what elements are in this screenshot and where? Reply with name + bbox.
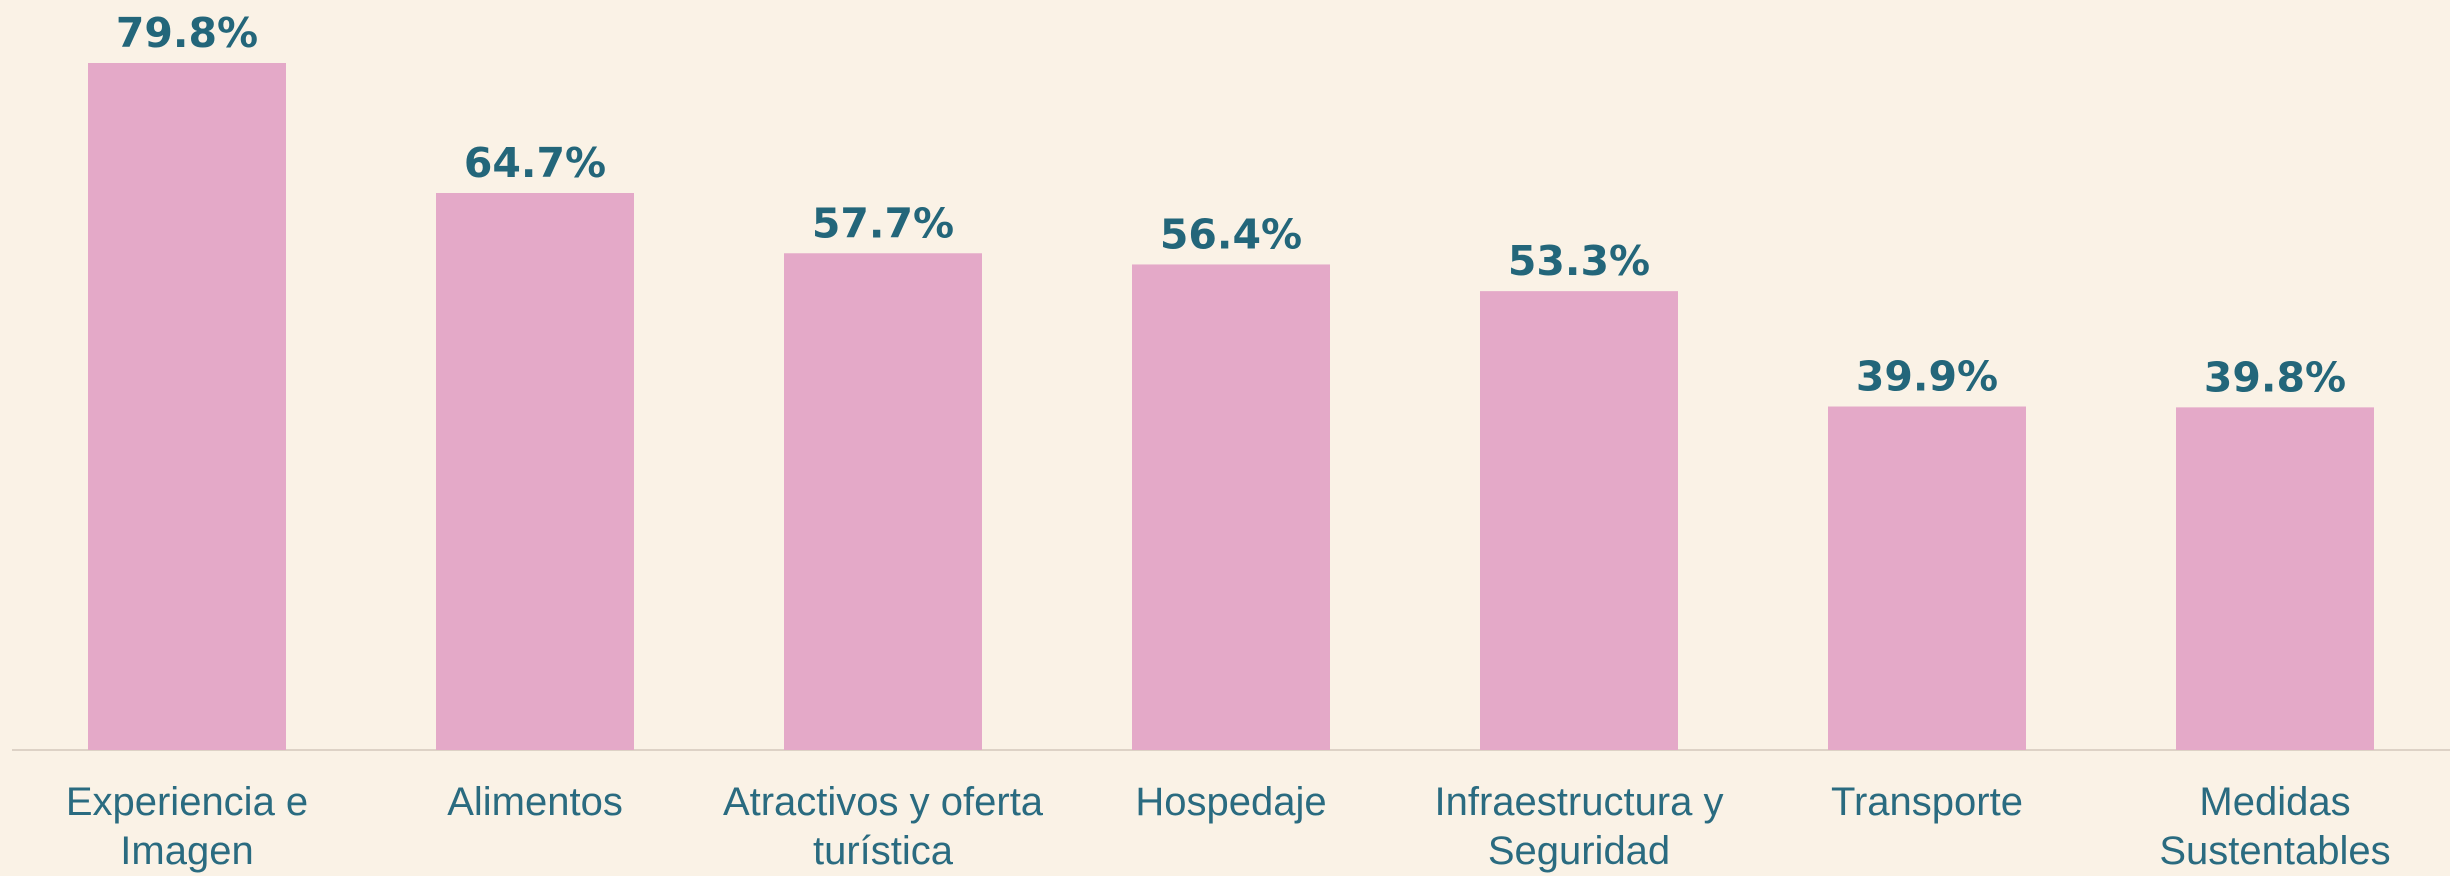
x-tick-label: Experiencia e Imagen bbox=[65, 780, 309, 873]
value-label: 39.9% bbox=[1856, 353, 1998, 401]
value-label: 56.4% bbox=[1160, 210, 1302, 258]
x-tick-label: Medidas Sustentables bbox=[2159, 780, 2391, 873]
x-tick-label: Infraestructura y Seguridad bbox=[1434, 780, 1724, 873]
bar bbox=[784, 253, 982, 750]
x-tick-label: Alimentos bbox=[447, 780, 623, 824]
value-label: 39.8% bbox=[2204, 353, 2346, 401]
bar bbox=[1828, 406, 2026, 750]
bar bbox=[436, 192, 634, 751]
bar bbox=[88, 63, 286, 750]
value-label: 64.7% bbox=[464, 139, 606, 187]
value-label: 53.3% bbox=[1508, 237, 1650, 285]
x-tick-label: Hospedaje bbox=[1135, 780, 1327, 824]
x-tick-label: Transporte bbox=[1831, 780, 2023, 824]
x-tick-label: Atractivos y oferta turística bbox=[722, 780, 1044, 873]
bar bbox=[1480, 291, 1678, 750]
value-label: 79.8% bbox=[116, 9, 258, 57]
bar bbox=[1132, 264, 1330, 750]
bar bbox=[2176, 407, 2374, 750]
value-label: 57.7% bbox=[812, 199, 954, 247]
